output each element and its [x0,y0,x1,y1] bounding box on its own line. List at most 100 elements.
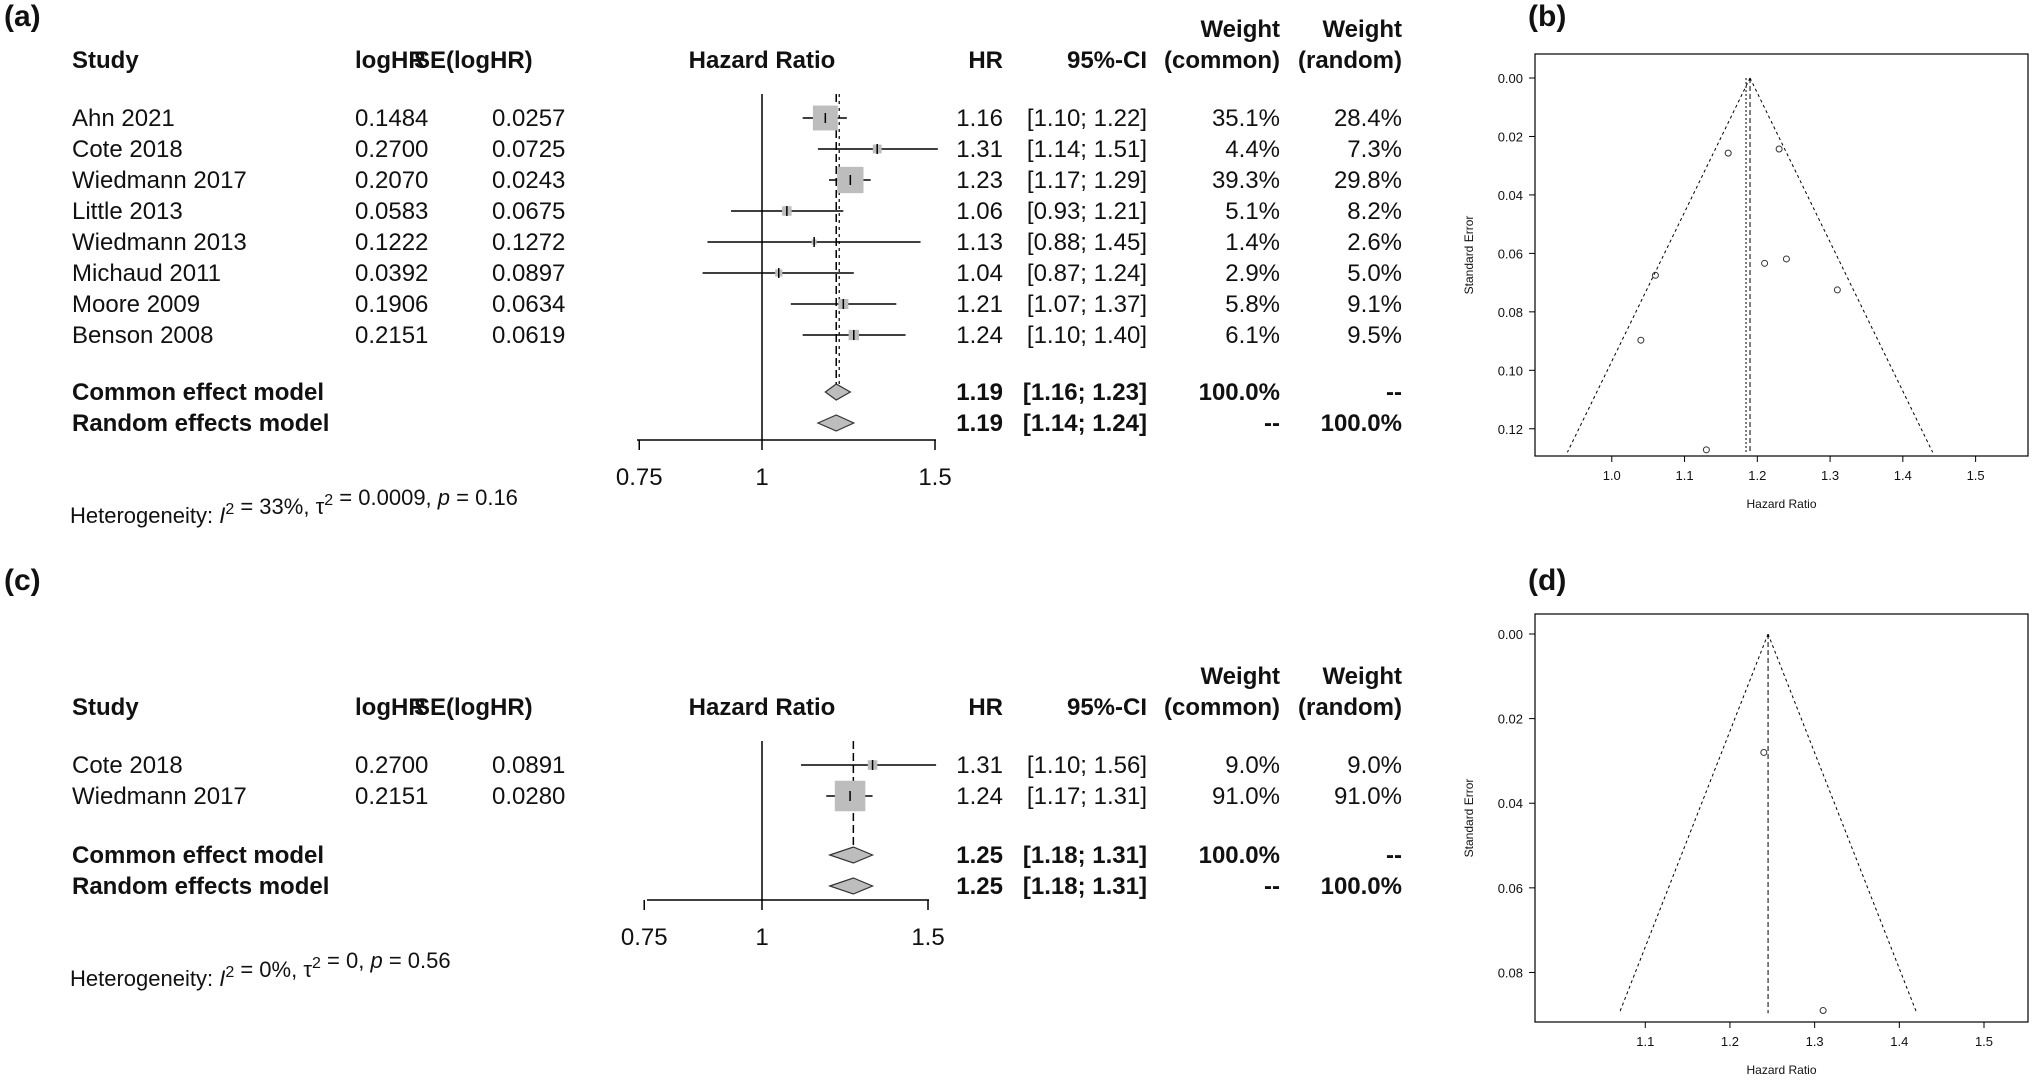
study-point [1724,149,1732,157]
y-tick-label: 0.06 [1498,246,1523,261]
se-value: 0.0675 [492,198,565,225]
weight-common-value: 9.0% [1225,752,1280,779]
ci-value: [0.88; 1.45] [1027,229,1147,256]
weight-random-value: 2.6% [1347,229,1402,256]
study-name: Little 2013 [72,198,183,225]
weight-common-value: 91.0% [1212,783,1280,810]
x-tick-label: 1.3 [1821,468,1839,483]
heterogeneity-text: Heterogeneity: I2 = 33%, τ2 = 0.0009, p … [70,485,518,528]
loghr-value: 0.2151 [355,783,428,810]
x-tick-label: 1.5 [918,464,951,491]
x-tick-label: 1 [755,924,768,951]
y-tick-label: 0.04 [1498,796,1523,811]
heterogeneity-text: Heterogeneity: I2 = 0%, τ2 = 0, p = 0.56 [70,948,451,991]
ci-value: [1.07; 1.37] [1027,291,1147,318]
weight-random-value: 29.8% [1334,167,1402,194]
heterogeneity-i2-exp: 2 [225,964,234,981]
se-value: 0.1272 [492,229,565,256]
model-weight-common: -- [1264,873,1280,900]
weight-random-value: 9.5% [1347,322,1402,349]
header-weight-common-2: (common) [1164,694,1280,721]
weight-common-value: 5.8% [1225,291,1280,318]
heterogeneity-p-val: = 0.56 [383,948,451,973]
summary-diamond [827,846,875,864]
heterogeneity-p: p [437,485,450,510]
study-point [1819,1007,1827,1015]
y-tick-label: 0.00 [1498,71,1523,86]
model-weight-common: 100.0% [1199,379,1280,406]
hr-value: 1.06 [956,198,1003,225]
study-name: Cote 2018 [72,752,183,779]
hr-value: 1.31 [956,136,1003,163]
heterogeneity-tau-val: = 0.0009, [333,485,438,510]
header-weight-common-1: Weight [1200,16,1280,43]
x-axis-label: Hazard Ratio [1746,497,1816,511]
summary-diamond [827,877,875,895]
x-tick-label: 0.75 [621,924,668,951]
weight-random-value: 9.1% [1347,291,1402,318]
x-tick-label: 1.5 [911,924,944,951]
ci-value: [0.93; 1.21] [1027,198,1147,225]
panel-label-c: (c) [4,564,41,597]
header-loghr: logHR [355,47,426,74]
header-weight-random-2: (random) [1298,694,1402,721]
header-se: SE(logHR) [414,694,533,721]
heterogeneity-i2-val: = 33%, [234,494,315,519]
ci-value: [1.17; 1.31] [1027,783,1147,810]
ci-value: [0.87; 1.24] [1027,260,1147,287]
ci-value: [1.10; 1.56] [1027,752,1147,779]
weight-random-value: 28.4% [1334,105,1402,132]
x-tick-label: 1.4 [1890,1034,1908,1049]
funnel-left-line [1566,77,1751,453]
study-point [1833,286,1841,294]
model-ci: [1.18; 1.31] [1023,842,1147,869]
model-weight-random: -- [1386,842,1402,869]
se-value: 0.0243 [492,167,565,194]
y-axis-label: Standard Error [1462,216,1476,295]
x-tick-label: 1 [755,464,768,491]
header-study: Study [72,694,139,721]
plot-frame [1534,53,2029,457]
model-hr: 1.19 [956,379,1003,406]
study-point [1760,748,1768,756]
y-tick-label: 0.02 [1498,129,1523,144]
hr-value: 1.13 [956,229,1003,256]
funnel-left-line [1618,633,1769,1014]
model-ci: [1.16; 1.23] [1023,379,1147,406]
weight-common-value: 5.1% [1225,198,1280,225]
study-point [1651,271,1659,279]
x-tick-label: 1.3 [1806,1034,1824,1049]
x-tick-label: 1.5 [1975,1034,1993,1049]
header-se: SE(logHR) [414,47,533,74]
heterogeneity-p: p [369,948,382,973]
model-ci: [1.14; 1.24] [1023,410,1147,437]
heterogeneity-tau-exp: 2 [312,955,321,972]
y-tick-label: 0.08 [1498,305,1523,320]
panel-label-a: (a) [4,0,41,33]
plot-frame [1534,613,2029,1023]
header-weight-common-2: (common) [1164,47,1280,74]
model-label: Common effect model [72,842,324,869]
hr-value: 1.21 [956,291,1003,318]
header-weight-random-1: Weight [1322,16,1402,43]
weight-random-value: 9.0% [1347,752,1402,779]
funnel-plot-b: 1.0 1.1 1.2 1.3 1.4 1.5 0.00 0.02 0.04 0.06 0.08 0.… [1462,53,2029,511]
model-label: Random effects model [72,410,329,437]
weight-random-value: 5.0% [1347,260,1402,287]
study-name: Benson 2008 [72,322,213,349]
x-tick-label: 1.1 [1636,1034,1654,1049]
x-tick-label: 1.1 [1675,468,1693,483]
se-value: 0.0257 [492,105,565,132]
model-weight-random: 100.0% [1321,410,1402,437]
loghr-value: 0.1222 [355,229,428,256]
x-tick-label: 1.5 [1967,468,1985,483]
x-tick-label: 1.2 [1721,1034,1739,1049]
funnel-plot-d: 1.1 1.2 1.3 1.4 1.5 0.00 0.02 0.04 0.06 0.08 Hazar… [1462,613,2029,1077]
x-axis-label: Hazard Ratio [1746,1063,1816,1077]
model-weight-random: -- [1386,379,1402,406]
header-loghr: logHR [355,694,426,721]
se-value: 0.0634 [492,291,565,318]
model-hr: 1.19 [956,410,1003,437]
